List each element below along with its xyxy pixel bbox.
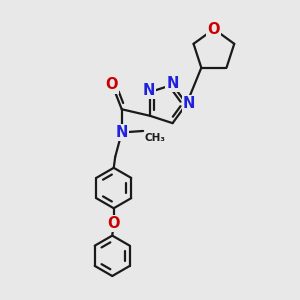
Text: N: N <box>183 96 195 111</box>
Text: N: N <box>142 83 155 98</box>
Text: O: O <box>208 22 220 37</box>
Text: N: N <box>116 125 128 140</box>
Text: N: N <box>167 76 179 91</box>
Text: O: O <box>106 77 118 92</box>
Text: CH₃: CH₃ <box>145 133 166 143</box>
Text: O: O <box>107 216 120 231</box>
